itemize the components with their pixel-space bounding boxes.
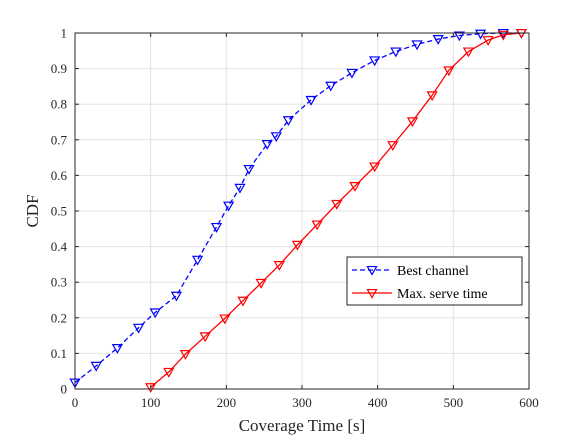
data-point-marker [243,164,255,175]
data-point-marker [255,278,267,289]
legend: Best channel Max. serve time [346,256,523,306]
data-point-marker [497,30,509,41]
axis-ticks: 0 100 200 300 400 500 600 0 0.1 0.2 0.3 0.4 0.5 0.6 0.… [51,26,539,411]
data-point-marker [111,344,124,354]
data-point-marker [163,367,175,378]
x-tick-label: 400 [368,395,388,410]
data-point-marker [261,140,273,150]
legend-marker-sample [366,265,378,276]
series-max-serve-time [145,28,528,394]
data-point-marker [482,36,494,46]
y-tick-label: 0.3 [51,275,67,290]
data-point-marker [305,95,317,106]
data-point-marker [331,199,343,210]
data-point-marker [170,291,183,302]
x-tick-label: 0 [72,395,79,410]
data-point-marker [234,183,246,194]
legend-label: Best channel [397,264,469,279]
data-point-marker [219,314,231,325]
x-axis-label: Coverage Time [s] [239,416,366,435]
data-point-marker [199,332,211,343]
y-tick-label: 0.1 [51,346,67,361]
y-tick-label: 0.2 [51,310,67,325]
data-point-marker [132,323,145,334]
y-tick-label: 0.9 [51,61,67,76]
legend-label: Max. serve time [397,287,488,302]
data-point-marker [270,132,282,143]
y-tick-label: 0.4 [51,239,68,254]
data-point-marker [346,68,358,79]
data-point-marker [145,383,157,394]
legend-marker-sample [366,288,378,299]
x-tick-label: 300 [292,395,312,410]
legend-entries: Best channel Max. serve time [352,264,488,302]
y-tick-label: 0.6 [51,168,68,183]
data-point-marker [453,31,466,42]
data-point-marker [273,261,285,271]
data-point-marker [210,222,223,233]
data-point-marker [282,116,295,127]
y-tick-label: 0 [61,382,68,397]
data-point-marker [369,162,381,173]
legend-entry: Best channel [352,264,469,279]
data-point-marker [411,40,423,51]
y-tick-label: 0.7 [51,132,68,147]
data-point-marker [406,117,419,128]
series-layer [69,28,528,394]
data-point-marker [432,35,444,45]
data-point-marker [179,350,192,360]
y-axis-label: CDF [23,194,42,227]
data-point-marker [191,255,204,266]
x-tick-label: 200 [217,395,237,410]
data-point-marker [149,308,161,319]
series-best-channel [69,28,528,389]
data-point-marker [291,240,304,251]
data-point-marker [349,182,361,192]
data-point-marker [311,220,323,231]
data-point-marker [387,141,399,151]
data-point-marker [222,201,235,212]
data-point-marker [462,47,475,58]
data-point-marker [237,296,249,307]
series-line [74,32,522,384]
y-tick-label: 1 [61,26,68,41]
series-line [150,32,522,388]
x-tick-label: 600 [519,395,539,410]
legend-entry: Max. serve time [352,287,488,302]
data-point-marker [515,28,528,39]
x-tick-label: 100 [141,395,161,410]
data-point-marker [474,29,487,40]
data-point-marker [426,91,438,102]
y-tick-label: 0.8 [51,97,67,112]
legend-box [346,256,523,306]
x-tick-label: 500 [444,395,464,410]
data-point-marker [90,361,102,372]
data-point-marker [369,56,381,67]
data-point-marker [443,66,455,77]
y-tick-label: 0.5 [51,204,67,219]
data-point-marker [390,47,402,58]
data-point-marker [325,81,337,92]
data-point-marker [497,28,509,39]
